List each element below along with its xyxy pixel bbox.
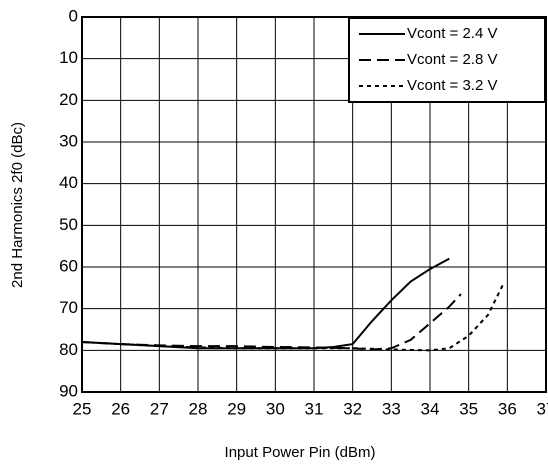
x-tick-label: 34 [421,399,440,418]
line-series [81,283,505,352]
y-tick-label: 70 [59,298,78,317]
legend-label: Vcont = 2.4 V [407,25,497,42]
y-tick-label: 90 [59,381,78,400]
x-tick-label: 25 [73,399,92,418]
legend-label: Vcont = 2.8 V [407,51,497,68]
x-tick-label: 30 [266,399,285,418]
y-tick-label: 40 [59,173,78,192]
line-series [81,293,462,351]
x-tick-label: 26 [111,399,130,418]
x-tick-label: 35 [459,399,478,418]
x-tick-label: 33 [382,399,401,418]
x-tick-label: 28 [189,399,208,418]
y-axis-label: 2nd Harmonics 2f0 (dBc) [9,122,26,288]
x-tick-label: 29 [227,399,246,418]
y-tick-label: 10 [59,48,78,67]
x-tick-label: 32 [343,399,362,418]
y-tick-label: 50 [59,215,78,234]
y-tick-label: 80 [59,340,78,359]
x-tick-label: 36 [498,399,517,418]
x-tick-label: 37 [537,399,548,418]
x-tick-label: 27 [150,399,169,418]
y-tick-label: 60 [59,256,78,275]
x-tick-label: 31 [305,399,324,418]
x-axis-label: Input Power Pin (dBm) [225,444,376,461]
line-series [81,257,450,350]
y-tick-label: 20 [59,90,78,109]
legend-label: Vcont = 3.2 V [407,77,497,94]
y-tick-label: 0 [69,6,78,25]
y-tick-label: 30 [59,131,78,150]
plot-frame [81,16,547,393]
